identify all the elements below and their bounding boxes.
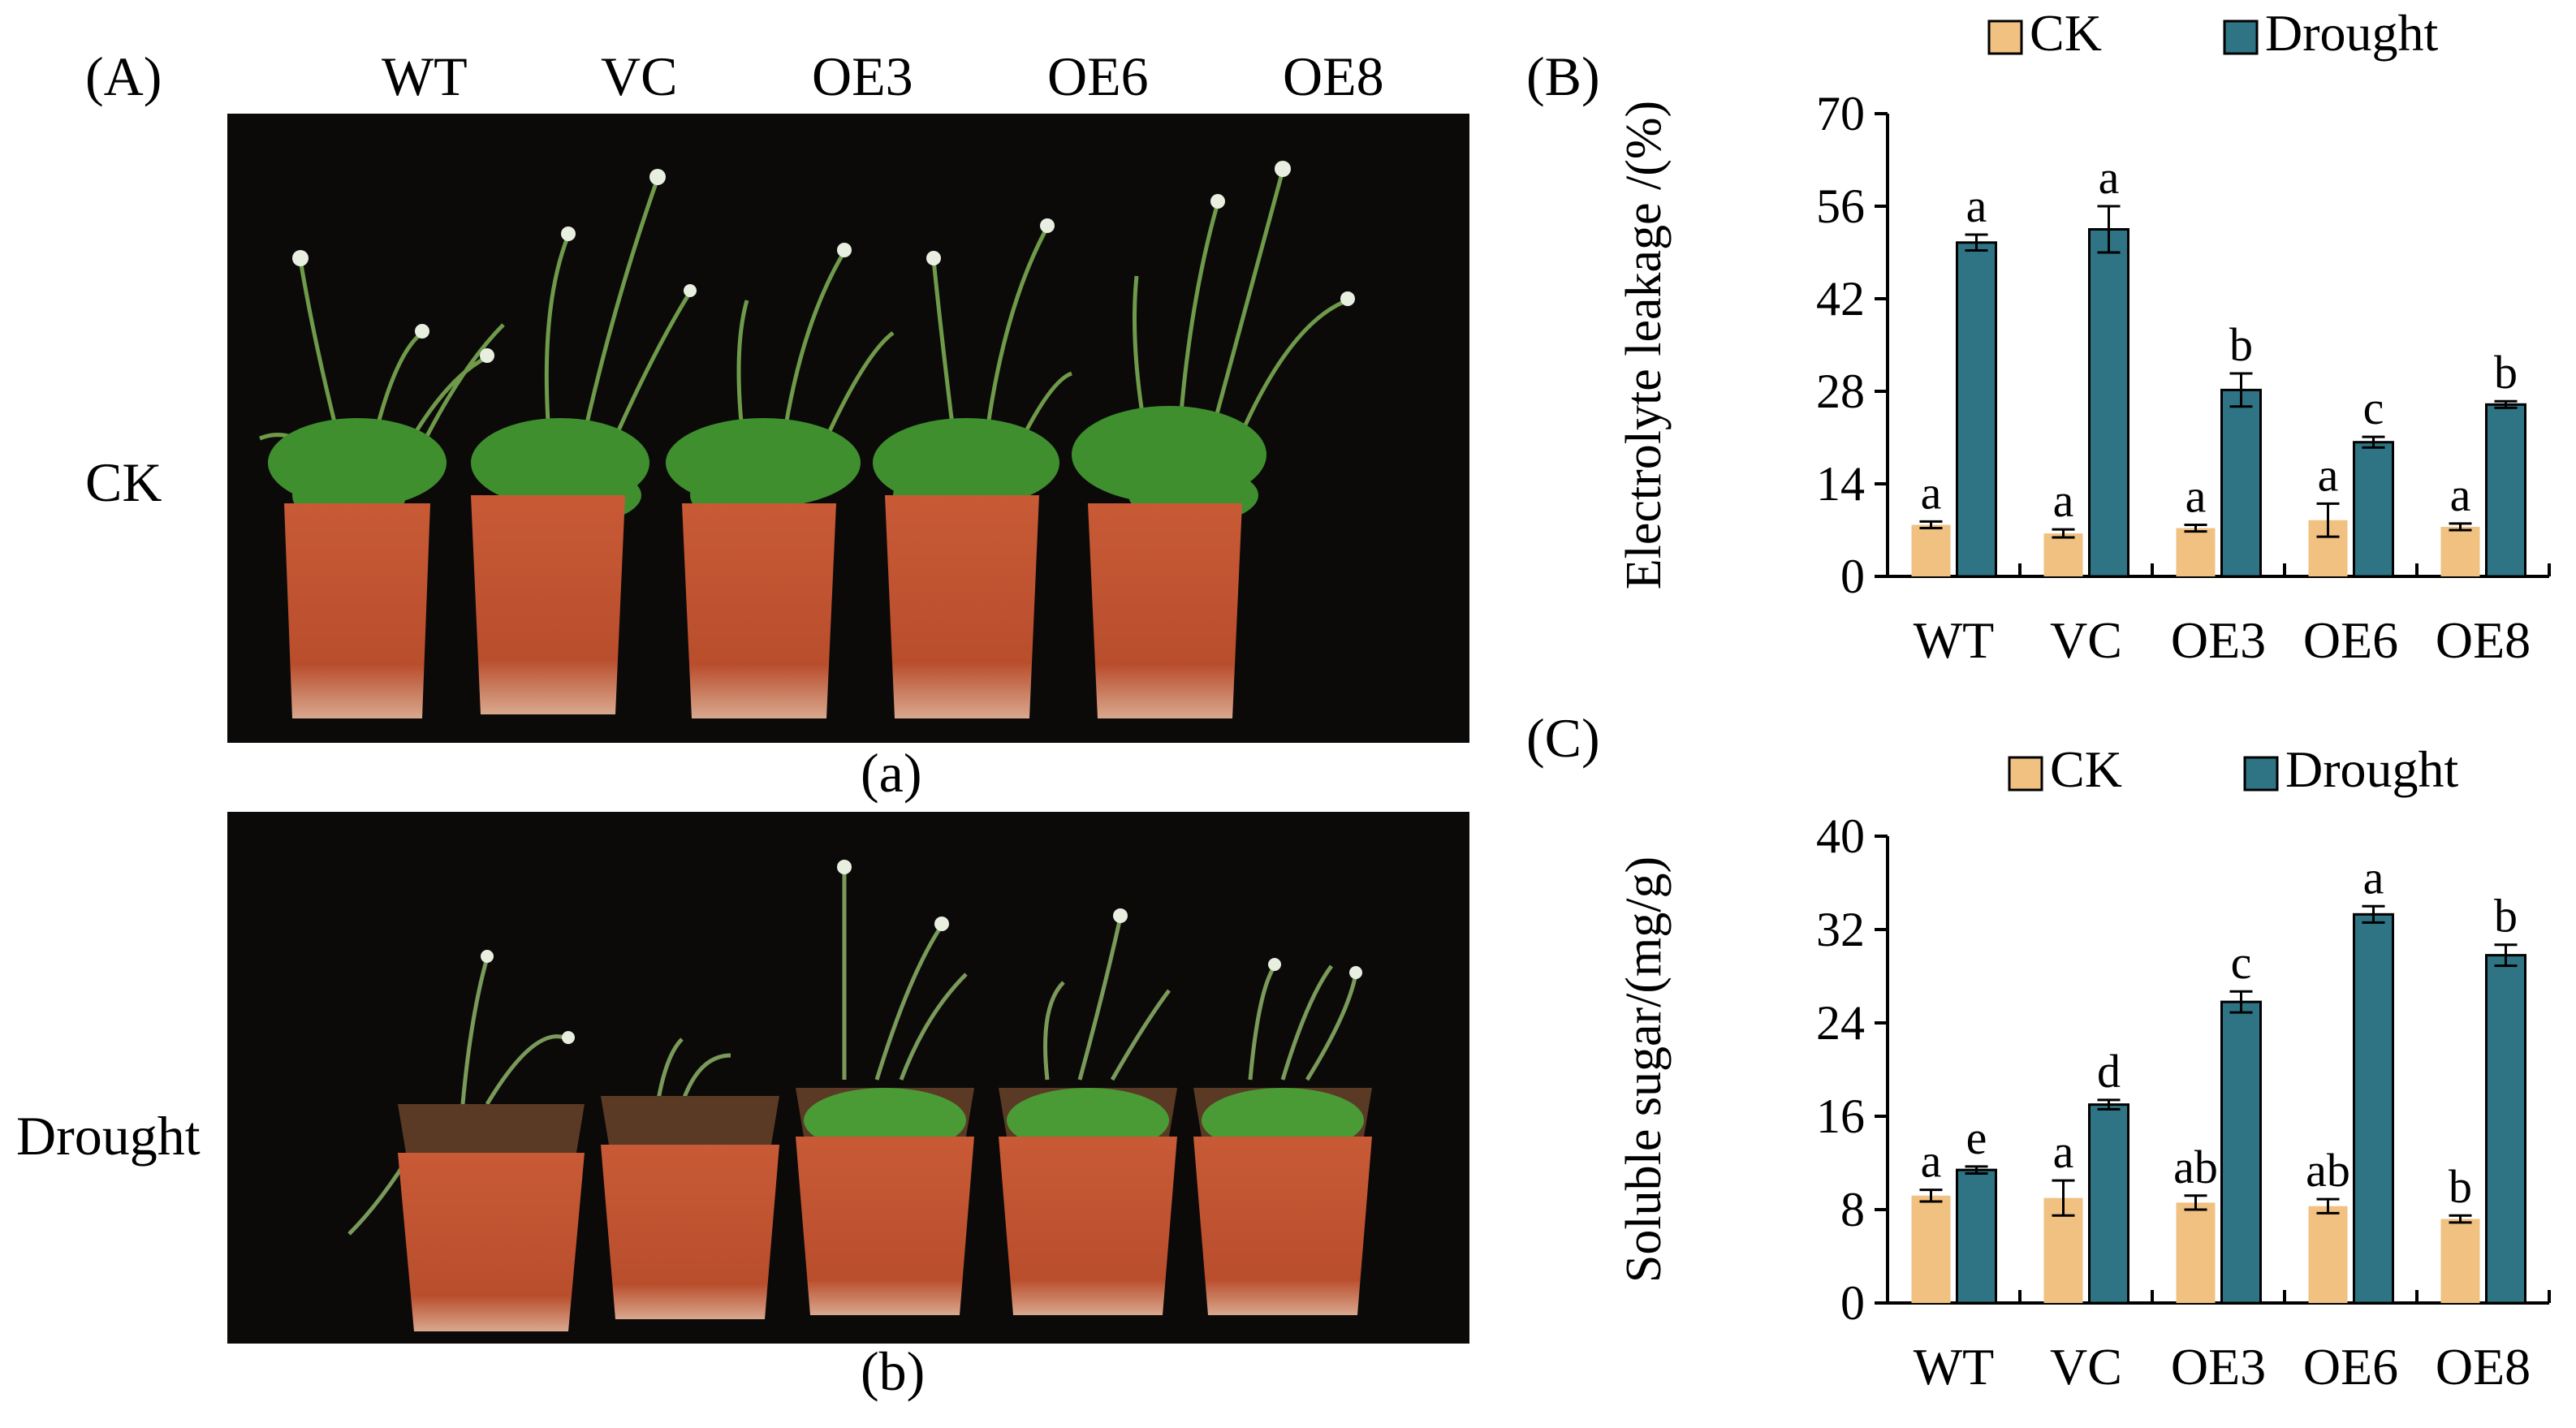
sublabel-b: (b) — [861, 1340, 926, 1402]
x-tick-label: OE8 — [2436, 1338, 2531, 1396]
y-tick-label: 0 — [1840, 550, 1865, 603]
significance-letter: a — [2318, 448, 2339, 501]
bar — [2353, 912, 2394, 1305]
legend-swatch — [2243, 756, 2279, 792]
x-tick-label: OE3 — [2171, 1338, 2266, 1396]
bar — [2088, 1103, 2129, 1305]
x-tick-label: WT — [1914, 611, 1995, 669]
y-tick-label: 42 — [1816, 272, 1865, 326]
legend-swatch — [1987, 19, 2023, 55]
photo-drought-plants — [227, 812, 1469, 1344]
y-tick-label: 32 — [1816, 903, 1865, 956]
photo-ck-plants — [227, 114, 1469, 743]
legend-swatch — [2008, 756, 2043, 792]
x-tick-label: VC — [2050, 1338, 2122, 1396]
significance-letter: b — [2229, 318, 2253, 371]
y-tick-label: 28 — [1816, 365, 1865, 418]
bar — [2043, 533, 2083, 576]
panel-a-label: (A) — [85, 45, 162, 107]
genotype-label-wt: WT — [382, 45, 468, 107]
bar — [2440, 526, 2480, 576]
bar — [2176, 1202, 2216, 1303]
significance-letter: b — [2449, 1160, 2472, 1213]
legend-label: Drought — [2265, 4, 2439, 62]
y-tick-label: 0 — [1840, 1276, 1865, 1330]
x-tick-label: OE6 — [2303, 1338, 2398, 1396]
y-tick-label: 40 — [1816, 809, 1865, 863]
x-tick-label: VC — [2050, 611, 2122, 669]
bar — [2485, 403, 2526, 578]
significance-letter: a — [1921, 466, 1942, 519]
x-tick-label: OE8 — [2436, 611, 2531, 669]
row-label-ck: CK — [85, 451, 162, 513]
y-tick-label: 70 — [1816, 87, 1865, 140]
y-tick-label: 56 — [1816, 179, 1865, 233]
chart-b-electrolyte-leakage: 0 14 28 42 56 70 Electrolyte leakage /(%) WT a a V… — [1616, 4, 2551, 669]
x-tick-label: OE6 — [2303, 611, 2398, 669]
legend-label: CK — [2030, 4, 2102, 62]
significance-letter: a — [2053, 1125, 2074, 1178]
significance-letter: a — [2053, 474, 2074, 527]
bar — [1956, 241, 1997, 578]
y-tick-label: 16 — [1816, 1089, 1865, 1143]
significance-letter: ab — [2173, 1141, 2218, 1193]
legend-label: CK — [2050, 740, 2122, 798]
bar — [2220, 1000, 2262, 1305]
significance-letter: c — [2363, 382, 2384, 434]
y-tick-label: 14 — [1816, 457, 1865, 511]
x-tick-label: WT — [1914, 1338, 1995, 1396]
bar — [1956, 1168, 1997, 1305]
significance-letter: a — [1921, 1135, 1942, 1188]
significance-letter: d — [2097, 1045, 2121, 1098]
y-axis-label: Electrolyte leakage /(%) — [1616, 101, 1672, 589]
significance-letter: a — [2363, 851, 2384, 904]
significance-letter: e — [1966, 1111, 1987, 1164]
y-axis-label: Soluble sugar/(mg/g) — [1616, 856, 1672, 1283]
panel-c-label: (C) — [1526, 707, 1600, 769]
bar — [2308, 1206, 2348, 1303]
ck-plants-illustration — [259, 161, 1355, 718]
bar — [1911, 1195, 1951, 1303]
bar — [2088, 228, 2129, 578]
legend-swatch — [2223, 19, 2259, 55]
significance-letter: a — [1966, 179, 1987, 232]
y-tick-label: 24 — [1816, 996, 1865, 1050]
sublabel-a: (a) — [861, 742, 922, 804]
panel-b-label: (B) — [1526, 45, 1600, 107]
bar — [2440, 1219, 2480, 1303]
significance-letter: ab — [2306, 1144, 2350, 1197]
legend-label: Drought — [2285, 740, 2459, 798]
significance-letter: b — [2494, 890, 2518, 943]
row-label-drought: Drought — [16, 1105, 201, 1167]
significance-letter: a — [2450, 468, 2471, 521]
drought-plants-illustration — [347, 860, 1372, 1331]
genotype-label-vc: VC — [601, 45, 678, 107]
bar — [2220, 388, 2262, 578]
y-tick-label: 8 — [1840, 1183, 1865, 1236]
significance-letter: a — [2099, 151, 2120, 204]
bar — [1911, 524, 1951, 576]
genotype-label-oe8: OE8 — [1283, 45, 1384, 107]
significance-letter: a — [2186, 469, 2207, 522]
bar — [2485, 954, 2526, 1305]
bar — [2176, 528, 2216, 576]
significance-letter: c — [2231, 936, 2252, 989]
bar — [2353, 441, 2394, 578]
significance-letter: b — [2494, 346, 2518, 399]
genotype-label-oe3: OE3 — [812, 45, 913, 107]
genotype-label-oe6: OE6 — [1047, 45, 1149, 107]
x-tick-label: OE3 — [2171, 611, 2266, 669]
